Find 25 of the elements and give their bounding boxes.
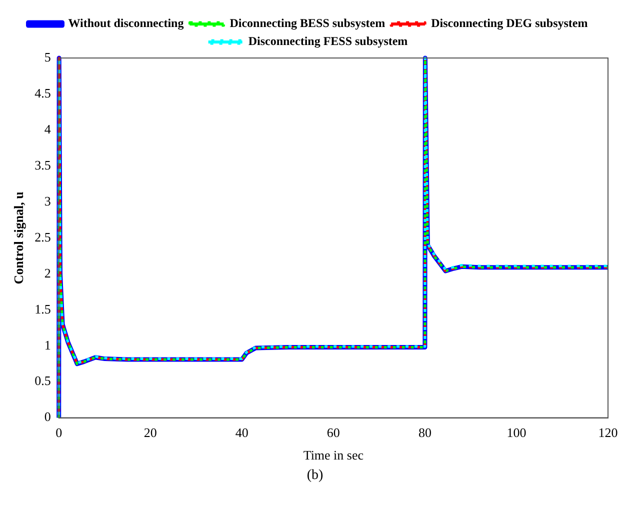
x-tick-label: 60 bbox=[326, 425, 340, 440]
y-tick-label: 1.5 bbox=[34, 301, 51, 316]
y-tick-label: 0.5 bbox=[34, 373, 51, 388]
x-tick-label: 40 bbox=[235, 425, 248, 440]
y-tick-label: 2.5 bbox=[34, 229, 51, 244]
legend-label: Diconnecting BESS subsystem bbox=[230, 16, 386, 30]
x-tick-label: 120 bbox=[598, 425, 618, 440]
x-tick-label: 80 bbox=[418, 425, 432, 440]
y-tick-label: 0 bbox=[44, 409, 51, 424]
y-tick-label: 5 bbox=[44, 49, 51, 64]
text: (b) bbox=[306, 468, 324, 484]
legend-label: Without disconnecting bbox=[68, 16, 184, 30]
y-tick-label: 3.5 bbox=[34, 157, 51, 172]
x-tick-label: 0 bbox=[56, 425, 62, 440]
y-tick-label: 4.5 bbox=[34, 85, 51, 100]
x-tick-label: 100 bbox=[506, 425, 526, 440]
y-tick-label: 2 bbox=[44, 265, 51, 280]
x-tick-label: 20 bbox=[144, 425, 157, 440]
legend-label: Disconnecting DEG subsystem bbox=[431, 16, 588, 30]
x-axis-title: Time in sec bbox=[303, 448, 364, 463]
y-axis-title: Control signal, u bbox=[11, 192, 26, 284]
legend-label: Disconnecting FESS subsystem bbox=[248, 34, 408, 48]
y-tick-label: 4 bbox=[44, 121, 52, 136]
y-tick-label: 1 bbox=[44, 337, 51, 352]
y-tick-label: 3 bbox=[44, 193, 51, 208]
